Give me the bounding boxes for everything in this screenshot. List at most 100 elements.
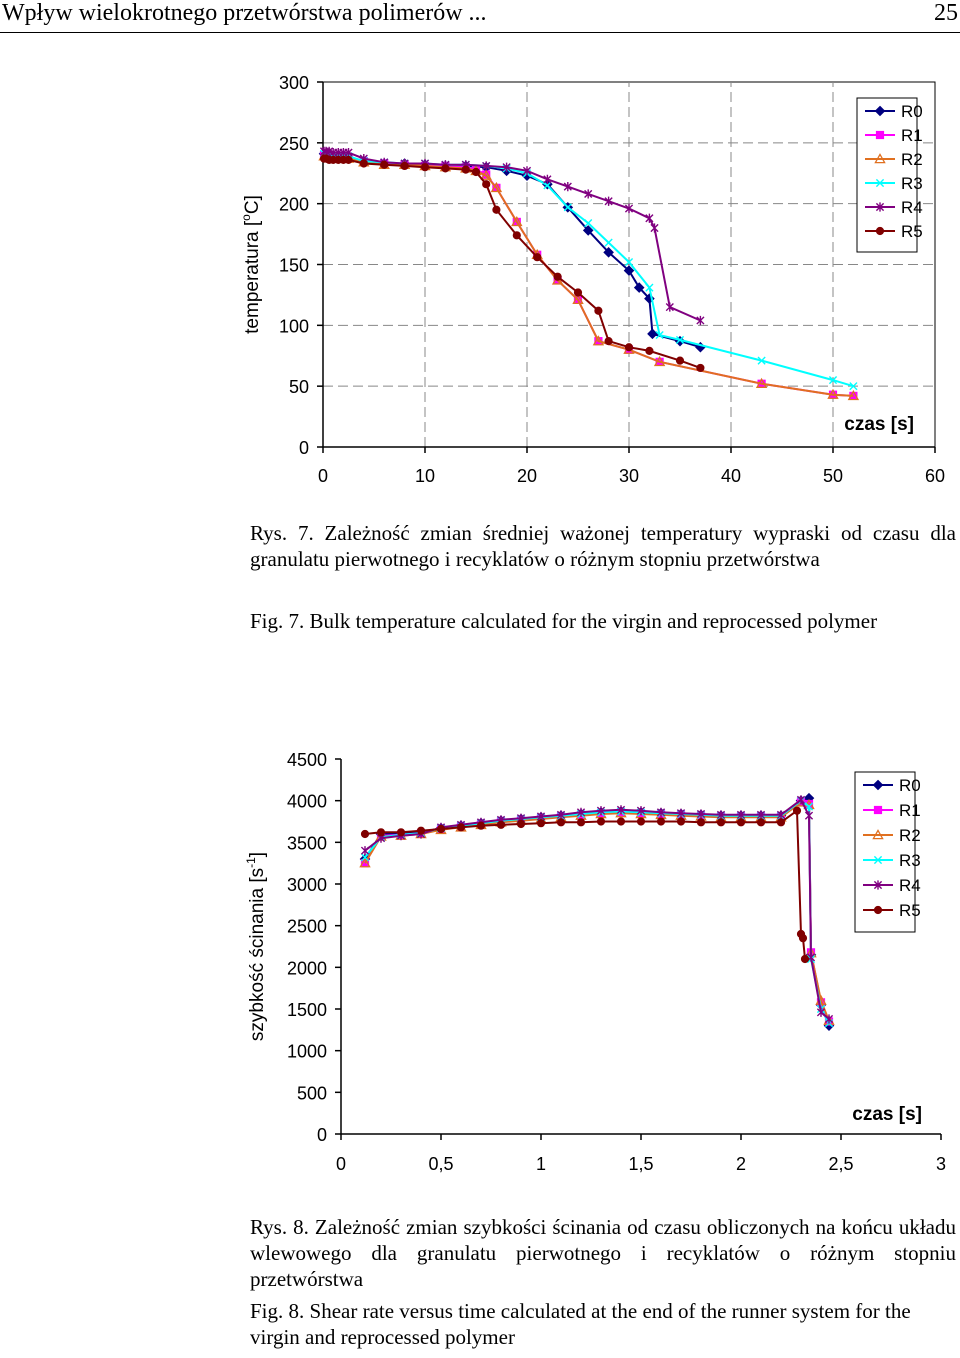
y-tick-label: 3500 (287, 833, 327, 853)
data-point-r5 (594, 306, 603, 315)
y-tick-label: 4500 (287, 750, 327, 770)
temperature-chart: 0 50 100 150 200 250 300 0 10 20 30 40 50 60 temperatu… (0, 36, 960, 496)
legend-label-r1: R1 (901, 126, 923, 145)
data-point-r5 (516, 819, 526, 829)
data-point-r3 (757, 356, 766, 365)
legend-label-r3: R3 (899, 851, 921, 870)
data-point-r5 (476, 821, 486, 830)
data-point-r5 (360, 829, 370, 839)
x-tick-label: 40 (721, 466, 741, 486)
data-point-r3 (543, 181, 552, 190)
series-line-r1 (364, 800, 830, 1022)
data-point-r4 (482, 161, 491, 171)
data-point-r0 (582, 225, 594, 236)
x-axis-label: czas [s] (852, 1104, 922, 1125)
data-point-r5 (776, 818, 786, 827)
y-tick-label: 4000 (287, 792, 327, 812)
running-header: Wpływ wielokrotnego przetwórstwa polimer… (0, 0, 960, 33)
x-tick-label: 2 (736, 1154, 746, 1174)
data-point-r2 (359, 857, 371, 868)
data-point-r0 (623, 265, 635, 276)
data-point-r5 (344, 155, 353, 164)
data-point-r5 (512, 231, 521, 240)
data-point-r2 (653, 355, 666, 367)
data-point-r3 (360, 853, 370, 862)
x-tick-label: 1,5 (628, 1154, 653, 1174)
data-point-r4 (596, 806, 606, 816)
data-point-r3 (584, 219, 593, 228)
x-tick-label: 20 (517, 466, 537, 486)
legend-marker-r3 (875, 178, 885, 188)
data-point-r0 (603, 247, 614, 258)
legend-marker-r1 (873, 805, 883, 815)
data-point-r4 (656, 807, 666, 817)
data-point-r3 (828, 375, 838, 385)
data-point-r4 (804, 811, 814, 821)
data-point-r0 (647, 328, 658, 340)
y-tick-label: 250 (279, 134, 309, 154)
data-point-r4 (636, 806, 646, 816)
x-tick-label: 3 (936, 1154, 946, 1174)
y-axis-label: szybkość ścinania [s-1] (244, 852, 268, 1041)
x-tick-label: 2,5 (828, 1154, 853, 1174)
legend-marker-r2 (874, 153, 886, 164)
legend-box (856, 97, 918, 253)
data-point-r5 (736, 818, 746, 827)
data-point-r5 (798, 934, 808, 943)
data-point-r4 (665, 302, 674, 312)
figure7-caption-pl: Rys. 7. Zależność zmian średniej ważonej… (250, 521, 956, 571)
data-point-r5 (800, 954, 810, 964)
data-point-r4 (650, 223, 659, 233)
data-point-r5 (441, 164, 450, 173)
data-point-r4 (624, 203, 634, 214)
figure8-caption-pl: Rys. 8. Zależność zmian szybkości ścinan… (250, 1215, 956, 1291)
y-tick-label: 0 (299, 438, 309, 458)
data-point-r0 (633, 282, 645, 293)
legend-marker-r4 (873, 880, 883, 890)
data-point-r2 (827, 388, 839, 399)
legend-box (854, 771, 916, 933)
data-point-r4 (616, 805, 626, 815)
data-point-r5 (573, 288, 583, 297)
y-tick-label: 1500 (287, 1000, 327, 1020)
data-point-r3 (645, 283, 654, 292)
data-point-r5 (533, 253, 542, 262)
data-point-r5 (636, 817, 646, 826)
shear-rate-chart-svg: 0 500 1000 1500 2000 2500 3000 3500 4000 4500 0 0,5… (244, 750, 946, 1174)
x-tick-label: 0 (336, 1154, 346, 1174)
series-r5 (319, 154, 705, 373)
data-point-r5 (696, 818, 706, 827)
data-point-r2 (592, 335, 605, 346)
data-point-r5 (604, 337, 613, 346)
legend-label-r5: R5 (899, 901, 921, 920)
data-point-r2 (755, 377, 768, 388)
legend-label-r5: R5 (901, 222, 923, 241)
data-point-r2 (480, 169, 492, 180)
data-point-r5 (359, 159, 368, 168)
legend-label-r4: R4 (899, 876, 921, 895)
y-tick-label: 2500 (287, 917, 327, 937)
series-line-r2 (364, 801, 830, 1022)
data-point-r4 (696, 809, 706, 819)
legend-label-r2: R2 (899, 826, 921, 845)
data-point-r5 (675, 356, 685, 365)
series-line-r4 (364, 798, 830, 1020)
figure7-caption-en: Fig. 7. Bulk temperature calculated for … (250, 609, 878, 633)
y-tick-label: 2000 (287, 958, 327, 978)
data-point-r3 (675, 335, 685, 345)
legend-marker-r3 (873, 855, 883, 865)
data-point-r4 (756, 810, 766, 820)
data-point-r5 (496, 820, 506, 829)
series-r4 (319, 146, 705, 326)
data-point-r5 (696, 363, 705, 373)
data-point-r5 (416, 826, 426, 835)
data-point-r4 (696, 315, 705, 326)
x-tick-label: 0 (318, 466, 328, 486)
data-point-r4 (556, 810, 566, 820)
y-tick-label: 150 (279, 256, 309, 276)
legend-marker-r5 (875, 226, 885, 236)
x-tick-label: 1 (536, 1154, 546, 1174)
header-title: Wpływ wielokrotnego przetwórstwa polimer… (2, 0, 487, 26)
y-tick-label: 300 (279, 73, 309, 93)
legend-label-r3: R3 (901, 174, 923, 193)
